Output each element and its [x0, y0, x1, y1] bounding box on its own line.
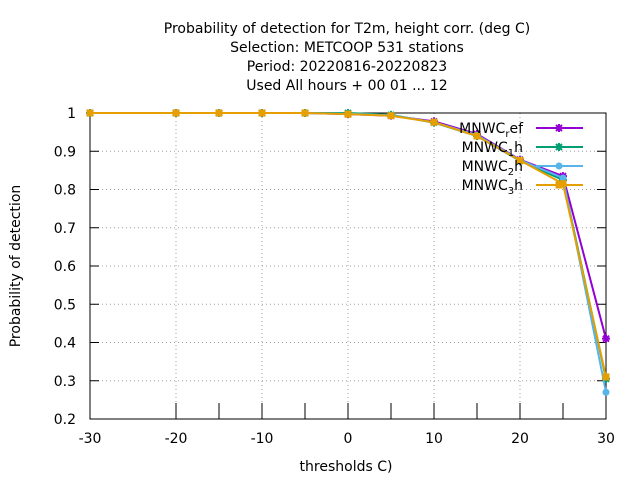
y-tick-label: 0.7 — [54, 221, 76, 237]
y-tick-label: 1 — [67, 106, 76, 122]
data-point — [344, 110, 352, 118]
data-point — [301, 109, 309, 117]
data-point — [258, 109, 266, 117]
x-tick-label: -30 — [79, 431, 102, 447]
x-tick-label: 20 — [511, 431, 529, 447]
x-tick-labels: -30 -20 -10 0 10 20 30 — [79, 431, 615, 447]
legend-entry: MNWC1h — [462, 140, 583, 159]
data-point — [387, 112, 395, 120]
data-point — [555, 124, 563, 132]
legend-entry: MNWCref — [459, 121, 583, 140]
legend-label: MNWC3h — [462, 178, 523, 197]
legend-label: MNWC2h — [462, 159, 523, 178]
y-tick-label: 0.3 — [54, 374, 76, 390]
data-point — [559, 180, 567, 188]
y-tick-label: 0.6 — [54, 259, 76, 275]
x-tick-label: 30 — [597, 431, 615, 447]
title-line: Selection: METCOOP 531 stations — [230, 40, 464, 56]
data-point — [516, 156, 524, 164]
title-line: Period: 20220816-20220823 — [247, 59, 447, 75]
data-point — [602, 388, 610, 396]
data-point — [555, 162, 563, 170]
y-tick-label: 0.5 — [54, 297, 76, 313]
axis-ticks — [89, 112, 607, 420]
title-line: Probability of detection for T2m, height… — [164, 21, 530, 37]
series-lines — [86, 109, 610, 396]
data-point — [555, 143, 563, 151]
y-tick-label: 0.4 — [54, 336, 76, 352]
series-line — [90, 112, 607, 378]
data-point — [430, 118, 438, 126]
y-axis-label: Probability of detection — [8, 185, 24, 348]
grid — [90, 113, 606, 419]
y-tick-label: 0.2 — [54, 412, 76, 428]
y-tick-label: 0.8 — [54, 183, 76, 199]
legend-label: MNWCref — [459, 121, 524, 140]
data-point — [473, 132, 481, 140]
series — [86, 109, 610, 396]
x-tick-label: 10 — [425, 431, 443, 447]
title-line: Used All hours + 00 01 ... 12 — [246, 78, 447, 94]
data-point — [555, 181, 563, 189]
legend-label: MNWC1h — [462, 140, 523, 159]
x-tick-label: -20 — [165, 431, 188, 447]
x-tick-label: -10 — [251, 431, 274, 447]
data-point — [602, 334, 610, 343]
series-line — [90, 112, 607, 393]
data-point — [602, 373, 610, 381]
data-point — [559, 174, 567, 182]
x-tick-label: 0 — [344, 431, 353, 447]
data-point — [172, 109, 180, 117]
chart-title: Probability of detection for T2m, height… — [164, 21, 530, 94]
series — [86, 109, 610, 381]
data-point — [86, 109, 94, 117]
legend-entry: MNWC3h — [462, 178, 583, 197]
legend-entry: MNWC2h — [462, 159, 583, 178]
y-tick-label: 0.9 — [54, 144, 76, 160]
y-tick-labels: 0.2 0.3 0.4 0.5 0.6 0.7 0.8 0.9 1 — [54, 106, 76, 428]
data-point — [215, 109, 223, 117]
x-axis-label: thresholds C) — [300, 459, 393, 475]
